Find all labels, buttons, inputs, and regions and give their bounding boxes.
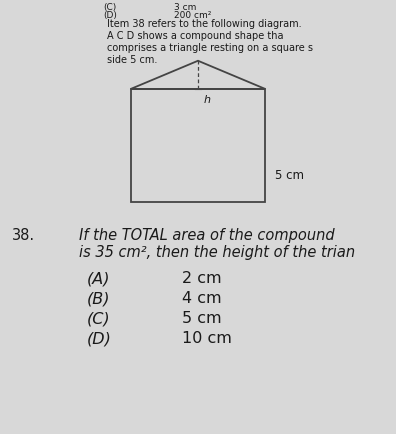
Text: (D): (D) <box>103 11 117 20</box>
Text: 200 cm²: 200 cm² <box>174 11 211 20</box>
Text: (B): (B) <box>87 291 110 306</box>
Text: (D): (D) <box>87 331 112 346</box>
Text: 38.: 38. <box>12 228 35 243</box>
Text: side 5 cm.: side 5 cm. <box>107 55 157 65</box>
Text: 2 cm: 2 cm <box>182 271 222 286</box>
Text: If the TOTAL area of the compound
is 35 cm², then the height of the trian: If the TOTAL area of the compound is 35 … <box>79 228 355 260</box>
Text: 3 cm: 3 cm <box>174 3 197 13</box>
Text: comprises a triangle resting on a square s: comprises a triangle resting on a square… <box>107 43 313 53</box>
Text: Item 38 refers to the following diagram.: Item 38 refers to the following diagram. <box>107 19 301 29</box>
Text: (A): (A) <box>87 271 110 286</box>
Text: 5 cm: 5 cm <box>275 169 304 182</box>
Text: (C): (C) <box>103 3 116 13</box>
Text: 4 cm: 4 cm <box>182 291 222 306</box>
Text: A C D shows a compound shape tha: A C D shows a compound shape tha <box>107 31 284 41</box>
Text: (C): (C) <box>87 311 111 326</box>
Text: 10 cm: 10 cm <box>182 331 232 346</box>
Text: h: h <box>204 95 211 105</box>
Text: 5 cm: 5 cm <box>182 311 222 326</box>
